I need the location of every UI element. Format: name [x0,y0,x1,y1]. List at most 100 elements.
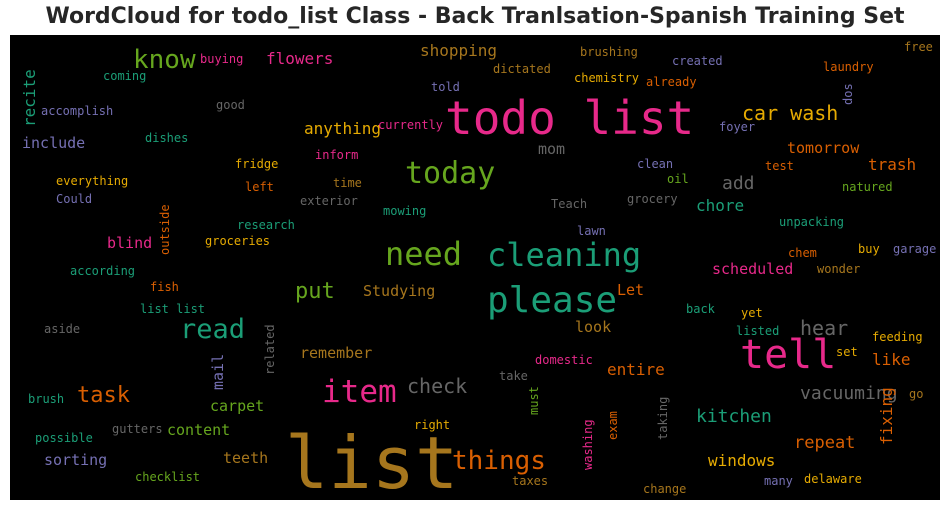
word: list list [140,302,206,316]
word: blind [107,234,153,252]
word: please [487,280,618,321]
word: according [70,264,136,278]
word: chemistry [574,71,640,85]
word: mom [538,140,566,158]
word: scheduled [712,260,794,278]
word: mail [209,353,227,390]
word: gutters [112,422,163,436]
word: set [836,345,858,359]
word: entire [607,360,665,379]
word: domestic [535,353,593,367]
word: grocery [627,192,678,206]
word: read [180,314,246,345]
wordcloud-canvas: todo list list tell please cleaning need… [10,35,940,500]
word: repeat [794,433,856,453]
word: tell [740,332,837,378]
word: trash [868,155,917,174]
word: hear [800,316,849,340]
word: already [646,75,697,89]
word: exterior [300,194,358,208]
word: foyer [719,120,756,134]
word: aside [44,322,81,336]
word: buying [200,52,244,66]
word: vacuuming [800,383,898,404]
word: oil [667,172,689,186]
word: content [167,421,231,439]
word: time [333,176,362,190]
word: shopping [420,41,498,60]
word: told [431,80,460,94]
word: groceries [205,234,271,248]
word: currently [378,118,444,132]
word: task [77,383,130,408]
word: flowers [266,49,334,68]
word: taxes [512,474,549,488]
word: need [385,235,463,273]
word: fixing [877,387,896,445]
word: mowing [383,204,427,218]
word: outside [158,204,172,255]
word: washing [581,419,595,470]
word: put [295,279,335,304]
word: created [672,54,723,68]
word: left [245,180,274,194]
word: recite [20,69,39,127]
word: fish [150,280,179,294]
word: research [237,218,295,232]
word: delaware [804,472,862,486]
word: like [872,350,911,369]
word: windows [708,451,776,470]
word: check [407,374,468,398]
word: Could [56,192,93,206]
word: dishes [145,131,189,145]
word: everything [56,174,129,188]
word: taking [656,396,670,440]
word: buy [858,242,880,256]
word: clean [637,157,674,171]
word: brushing [580,45,638,59]
word: change [643,482,687,496]
word: tomorrow [787,139,860,157]
chart-title: WordCloud for todo_list Class - Back Tra… [45,4,905,29]
word: remember [300,344,373,362]
word: coming [103,69,147,83]
word: right [414,418,451,432]
word: teeth [223,449,269,467]
word: back [686,302,715,316]
word: free [904,40,933,54]
word: things [452,446,546,476]
word: fridge [235,157,279,171]
word: kitchen [696,406,772,427]
word: take [499,369,528,383]
word: unpacking [779,215,845,229]
word: many [764,474,793,488]
word: listed [736,324,780,338]
word: test [765,159,794,173]
word: accomplish [41,104,114,118]
word: todo list [445,91,695,145]
word: wonder [817,262,861,276]
word: look [575,318,612,336]
word: dictated [493,62,551,76]
word: Let [617,281,645,299]
word: related [263,324,277,375]
word: chem [788,246,817,260]
word: car wash [742,101,839,125]
word: today [405,156,496,191]
word: sorting [44,451,108,469]
word: include [22,134,86,152]
word: laundry [823,60,874,74]
word: possible [35,431,93,445]
word: go [909,387,924,401]
word: exam [606,411,620,440]
word: brush [28,392,65,406]
word: Studying [363,282,436,300]
word: cleaning [487,236,642,274]
word: carpet [210,397,265,415]
word: dos [841,83,855,105]
word: Teach [551,197,588,211]
word: item [322,374,397,410]
word: yet [741,306,763,320]
word: good [216,98,245,112]
word: chore [696,196,745,215]
